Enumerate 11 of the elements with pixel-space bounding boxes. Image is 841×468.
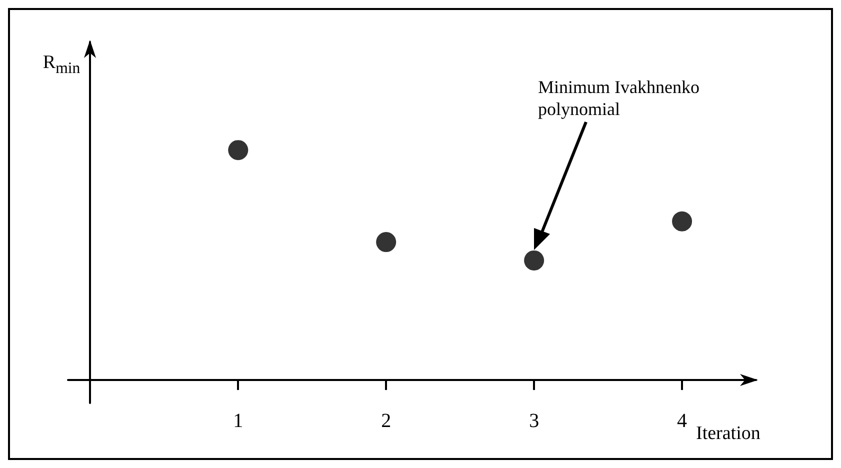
- x-tick-label: 4: [677, 410, 688, 432]
- x-tick-label: 2: [381, 410, 392, 432]
- x-tick-label: 3: [529, 410, 540, 432]
- y-axis-title: R$_{min}$: [42, 52, 80, 78]
- point: [672, 211, 692, 232]
- point: [524, 250, 544, 270]
- x-axis-title: Iteration: [696, 423, 761, 444]
- point: [376, 232, 396, 252]
- x-tick-label: 1: [233, 410, 244, 432]
- point: [228, 140, 248, 160]
- text: Minimum Ivakhnenko polynomial: [538, 76, 700, 120]
